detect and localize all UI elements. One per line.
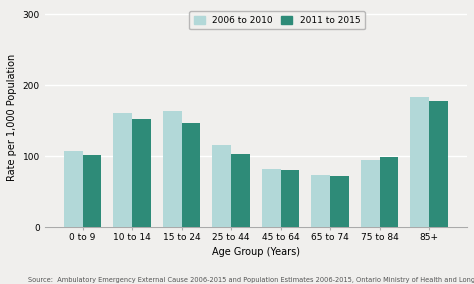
Text: Source:  Ambulatory Emergency External Cause 2006-2015 and Population Estimates : Source: Ambulatory Emergency External Ca… (28, 277, 474, 283)
Bar (64, 151, 82, 227)
Bar (330, 176, 349, 227)
Legend: 2006 to 2010, 2011 to 2015: 2006 to 2010, 2011 to 2015 (189, 11, 365, 30)
X-axis label: Age Group (Years): Age Group (Years) (212, 247, 300, 257)
Bar (182, 123, 201, 227)
Bar (82, 154, 101, 227)
Bar (380, 158, 398, 227)
Bar (231, 154, 250, 227)
Bar (429, 101, 448, 227)
Bar (410, 97, 429, 227)
Bar (361, 160, 380, 227)
Bar (212, 145, 231, 227)
Bar (132, 119, 151, 227)
Y-axis label: Rate per 1,000 Population: Rate per 1,000 Population (7, 53, 17, 181)
Bar (262, 169, 281, 227)
Bar (311, 175, 330, 227)
Bar (281, 170, 300, 227)
Bar (163, 111, 182, 227)
Bar (113, 113, 132, 227)
